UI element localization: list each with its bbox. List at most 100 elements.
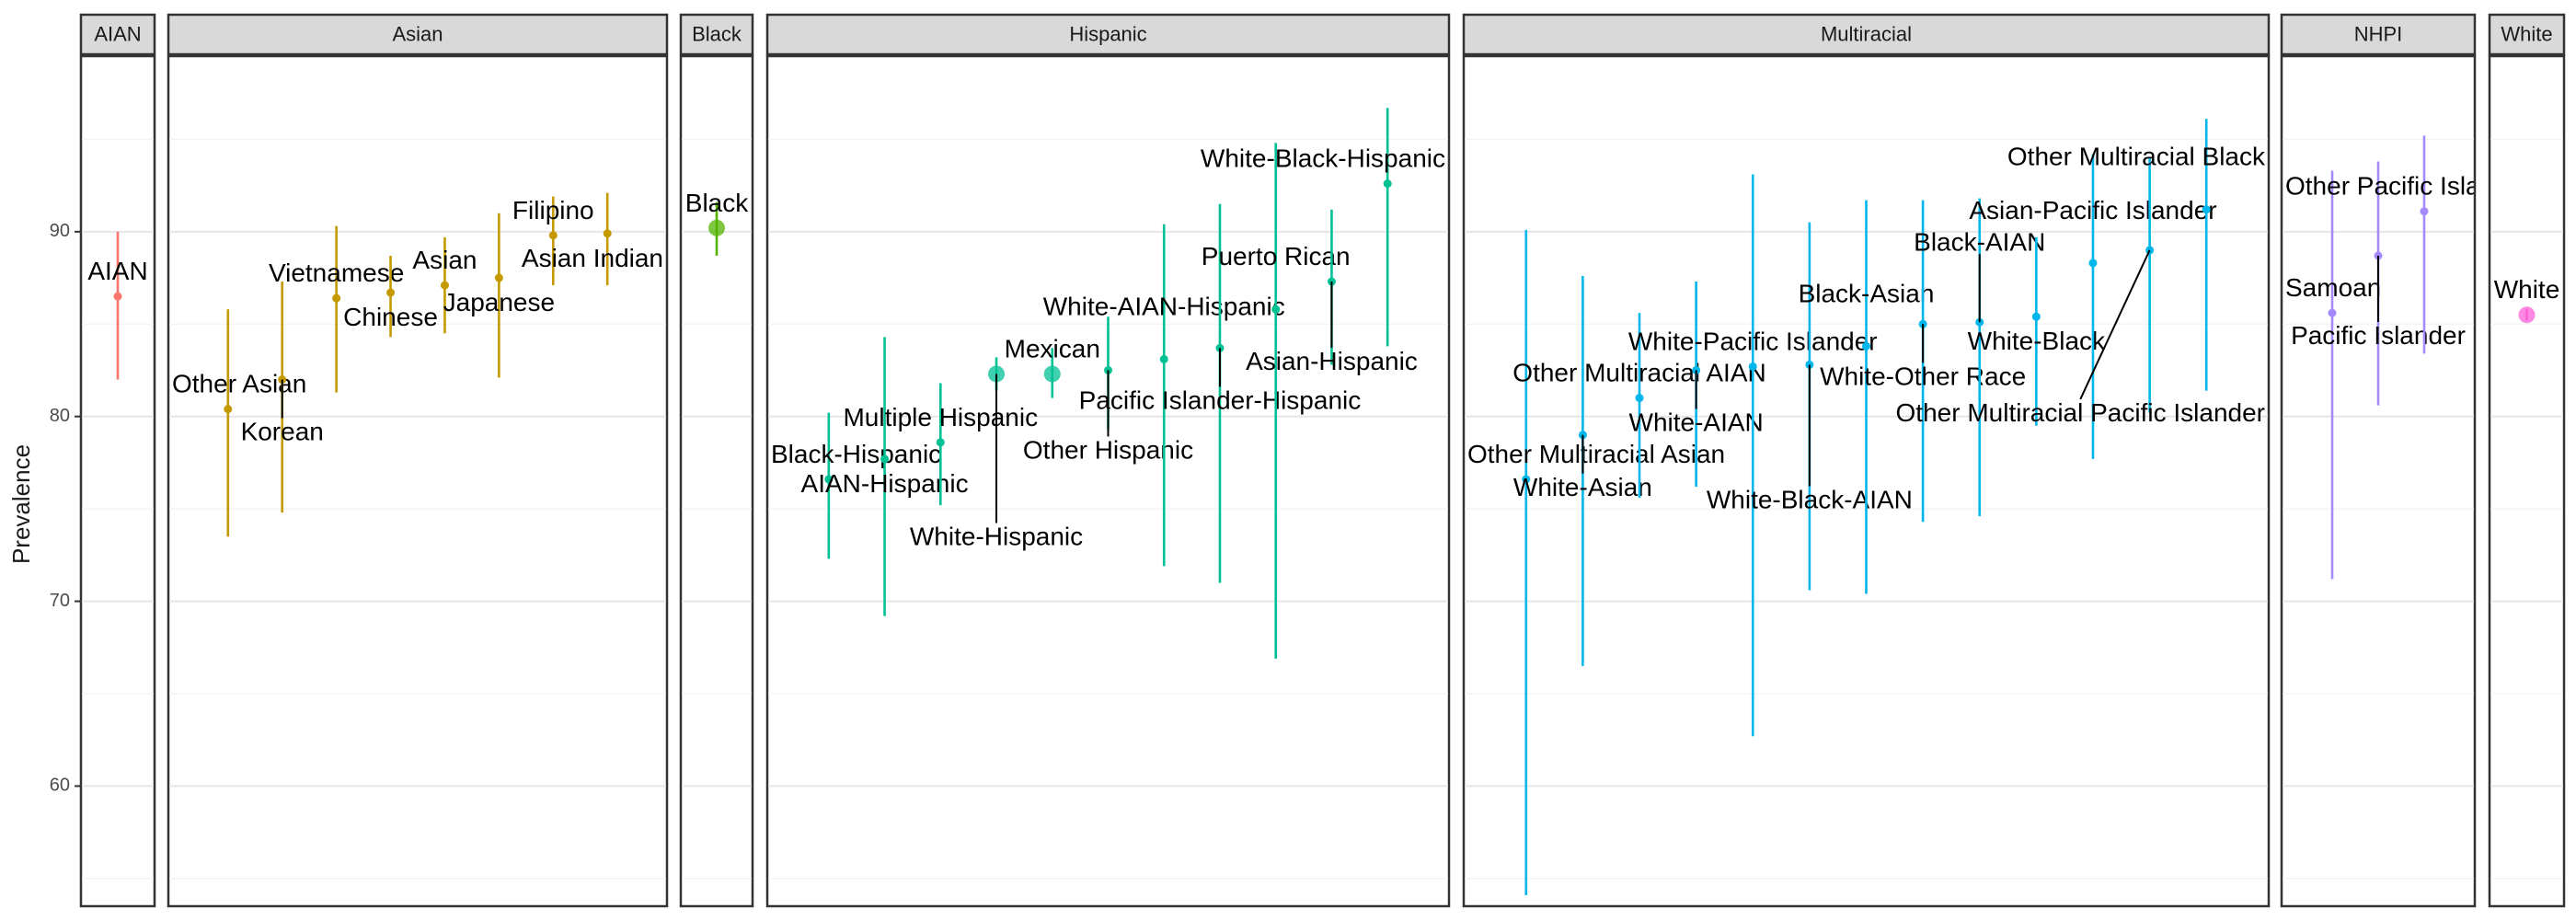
data-point [494, 273, 503, 282]
point-label: Japanese [443, 288, 555, 316]
data-point [1271, 305, 1281, 314]
facet-strip-aian [79, 13, 156, 56]
facet-strip-multiracial [1462, 13, 2271, 56]
facet-strip-label: Hispanic [1069, 22, 1146, 45]
point-label: Mexican [1005, 334, 1100, 362]
point-label: Samoan [2285, 273, 2381, 302]
point-label: White-Black-AIAN [1707, 485, 1913, 513]
data-point [1522, 475, 1531, 484]
point-label: AIAN-Hispanic [801, 469, 969, 498]
panel-asian: Asian Other Asian Korean Vietnamese Chinese A… [167, 13, 669, 908]
point-label: White-Black [1968, 327, 2106, 355]
panel-background [679, 54, 754, 908]
data-point [332, 293, 341, 303]
point-label: White-Black-Hispanic [1201, 144, 1445, 173]
panel-background [79, 54, 156, 908]
point-label: AIAN [87, 257, 147, 285]
panel-multiracial: Multiracial Other Multiracial Asian White-… [1462, 13, 2271, 908]
point-label: Black-Asian [1799, 279, 1935, 307]
y-axis-title: Prevalence [7, 444, 35, 564]
point-label: Black-Hispanic [771, 440, 941, 468]
panel-contents: Black [682, 138, 752, 880]
point-label: Korean [241, 418, 324, 446]
panel-contents: Other Multiracial Asian White-Asian Other … [1465, 119, 2268, 895]
data-point [708, 219, 725, 236]
facet-strip-nhpi [2280, 13, 2477, 56]
point-label: Other Pacific Islander [2285, 172, 2532, 201]
data-point [1159, 354, 1168, 363]
data-point [1862, 341, 1870, 351]
point-label: White-Hispanic [910, 522, 1083, 550]
facet-strip-black [679, 13, 754, 56]
y-tick-label: 80 [50, 406, 70, 426]
point-label: White-Pacific Islander [1628, 327, 1878, 355]
point-label: White-AIAN-Hispanic [1043, 292, 1285, 320]
point-label: Other Multiracial Black [2007, 143, 2266, 171]
point-label: Puerto Rican [1202, 242, 1351, 270]
point-label: Filipino [512, 196, 594, 224]
data-point [880, 454, 890, 464]
panel-background [765, 54, 1451, 908]
facet-strip-label: Multiracial [1821, 22, 1912, 45]
panel-contents: Other Asian Korean Vietnamese Chinese Asian J… [169, 138, 666, 880]
panel-contents: Samoan Pacific Islander Other Pacific Isla… [2283, 135, 2532, 880]
panel-background [2488, 54, 2566, 908]
panels-layer: AIAN AIAN Asian Other Asian Korean Vietnamese… [79, 13, 2566, 908]
data-point [1748, 362, 1757, 371]
facet-strip-label: Black [692, 22, 742, 45]
point-label: Other Asian [172, 370, 306, 398]
label-leader-line [2079, 249, 2151, 400]
point-label: Other Hispanic [1023, 435, 1193, 464]
point-label: White [2494, 275, 2560, 304]
data-point [1043, 365, 1061, 383]
point-label: Asian-Pacific Islander [1969, 196, 2216, 224]
y-tick-label: 70 [50, 591, 70, 611]
point-label: Asian [412, 246, 477, 274]
point-label: White-AIAN [1629, 408, 1764, 436]
data-point [936, 438, 945, 447]
facet-strip-hispanic [765, 13, 1451, 56]
data-point [386, 288, 396, 297]
data-point [548, 231, 558, 240]
panel-contents: AIAN [82, 138, 154, 880]
data-point [2031, 312, 2041, 321]
point-label: Other Multiracial Asian [1467, 440, 1725, 468]
panel-nhpi: NHPI Samoan Pacific Islander Other Pacific … [2280, 13, 2532, 908]
panel-white: White White [2488, 13, 2566, 908]
data-point [603, 229, 612, 238]
facet-strip-label: AIAN [94, 22, 141, 45]
panel-background [167, 54, 669, 908]
y-axis: 60 70 80 90 [50, 221, 81, 796]
facet-strip-white [2488, 13, 2566, 56]
point-label: Pacific Islander-Hispanic [1079, 385, 1362, 414]
point-label: Other Multiracial AIAN [1512, 359, 1765, 387]
data-point [224, 405, 233, 414]
panel-black: Black Black [679, 13, 754, 908]
data-point [1635, 394, 1644, 403]
panel-contents: White [2490, 138, 2563, 880]
facet-strip-label: Asian [392, 22, 443, 45]
data-point [2088, 259, 2098, 268]
point-label: Black [685, 189, 749, 217]
point-label: Vietnamese [269, 259, 404, 287]
point-label: Chinese [343, 303, 438, 331]
data-point [440, 281, 449, 290]
panel-aian: AIAN AIAN [79, 13, 156, 908]
point-label: Other Multiracial Pacific Islander [1896, 398, 2265, 427]
point-label: Multiple Hispanic [843, 403, 1038, 431]
y-tick-label: 90 [50, 221, 70, 241]
point-label: Asian Indian [522, 244, 663, 272]
point-label: White-Asian [1513, 473, 1652, 501]
point-label: Asian-Hispanic [1246, 347, 1418, 375]
y-tick-label: 60 [50, 776, 70, 796]
facet-strip-label: NHPI [2354, 22, 2403, 45]
data-point [1383, 179, 1392, 189]
data-point [2420, 207, 2429, 216]
facet-strip-label: White [2501, 22, 2552, 45]
data-point [2518, 306, 2536, 324]
point-label: Pacific Islander [2291, 321, 2466, 350]
facet-strip-asian [167, 13, 669, 56]
